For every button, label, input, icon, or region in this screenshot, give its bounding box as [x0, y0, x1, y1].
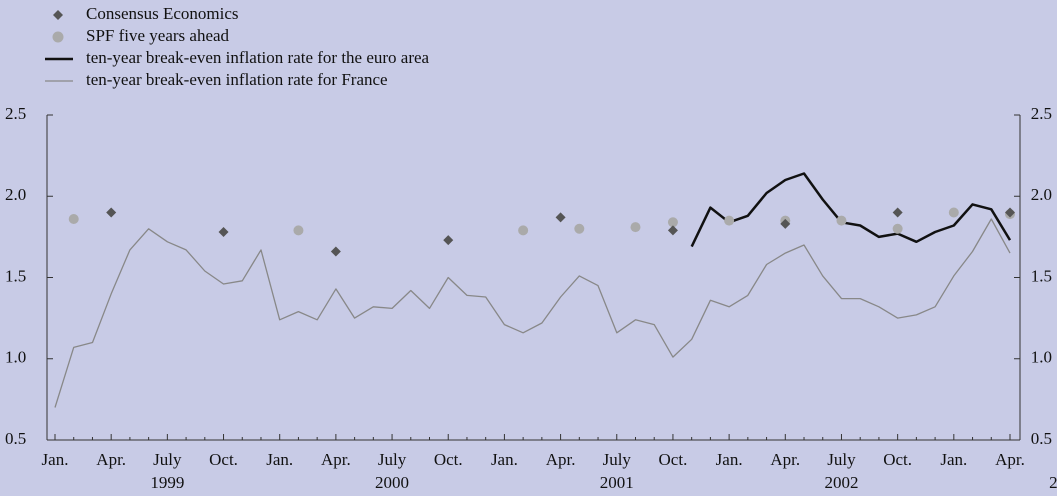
y2-tick-label: 2.5: [1031, 104, 1052, 123]
spf-marker: [948, 207, 959, 218]
legend-symbol: [53, 10, 63, 20]
x-tick-label: Apr.: [321, 450, 351, 469]
consensus-marker: [330, 246, 341, 257]
year-label: 2002: [824, 473, 858, 492]
year-label: 2000: [375, 473, 409, 492]
year-label: 2003: [1049, 473, 1057, 492]
x-tick-label: Oct.: [659, 450, 688, 469]
x-tick-label: July: [153, 450, 182, 469]
x-tick-label: July: [378, 450, 407, 469]
y2-tick-label: 1.0: [1031, 348, 1052, 367]
y2-tick-label: 1.5: [1031, 266, 1052, 285]
spf-marker: [724, 215, 735, 226]
consensus-marker: [555, 212, 566, 223]
x-tick-label: Jan.: [716, 450, 743, 469]
consensus-marker: [780, 218, 791, 229]
consensus-marker: [443, 235, 454, 246]
y2-tick-label: 0.5: [1031, 429, 1052, 448]
spf-marker: [518, 225, 529, 236]
y2-tick-label: 2.0: [1031, 185, 1052, 204]
legend-label: ten-year break-even inflation rate for t…: [86, 48, 430, 67]
x-tick-label: Apr.: [770, 450, 800, 469]
year-label: 1999: [150, 473, 184, 492]
x-tick-label: Jan.: [42, 450, 69, 469]
x-tick-label: Oct.: [883, 450, 912, 469]
series-line: [54, 218, 1011, 408]
x-tick-label: Oct.: [434, 450, 463, 469]
spf-marker: [574, 223, 585, 234]
consensus-marker: [1005, 207, 1015, 218]
spf-marker: [836, 215, 847, 226]
spf-marker: [293, 225, 304, 236]
legend-label: Consensus Economics: [86, 4, 239, 23]
spf-marker: [68, 214, 79, 224]
year-label: 2001: [600, 473, 634, 492]
consensus-marker: [667, 225, 678, 236]
x-tick-label: Jan.: [266, 450, 293, 469]
y-tick-label: 1.5: [5, 266, 26, 285]
x-tick-label: Jan.: [491, 450, 518, 469]
y-tick-label: 0.5: [5, 429, 26, 448]
x-tick-label: July: [827, 450, 856, 469]
x-tick-label: Jan.: [940, 450, 967, 469]
spf-marker: [630, 222, 641, 233]
spf-marker: [667, 217, 678, 228]
x-tick-label: Oct.: [209, 450, 238, 469]
legend-label: ten-year break-even inflation rate for F…: [86, 70, 388, 89]
y-tick-label: 2.5: [5, 104, 26, 123]
legend-symbol: [52, 31, 64, 43]
x-tick-label: Apr.: [96, 450, 126, 469]
x-tick-label: July: [603, 450, 632, 469]
y-tick-label: 1.0: [5, 348, 26, 367]
x-tick-label: Apr.: [546, 450, 576, 469]
x-tick-label: Apr.: [995, 450, 1025, 469]
spf-marker: [892, 223, 903, 234]
consensus-marker: [106, 207, 117, 218]
consensus-marker: [892, 207, 903, 218]
y-tick-label: 2.0: [5, 185, 26, 204]
legend-label: SPF five years ahead: [86, 26, 230, 45]
series-line: [690, 172, 1012, 248]
consensus-marker: [218, 227, 229, 237]
